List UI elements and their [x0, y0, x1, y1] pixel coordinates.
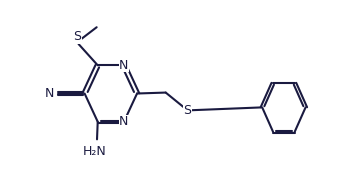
Text: N: N: [119, 59, 128, 72]
Text: S: S: [73, 30, 81, 43]
Text: N: N: [119, 115, 128, 128]
Text: N: N: [45, 87, 54, 100]
Text: S: S: [183, 104, 191, 117]
Text: H₂N: H₂N: [82, 145, 106, 158]
